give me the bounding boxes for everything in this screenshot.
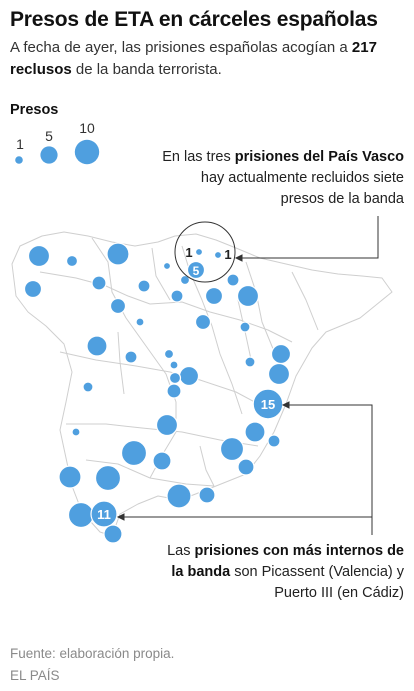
prison-bubble-a-coruna (27, 244, 51, 268)
prison-bubble-madrid-2 (169, 360, 179, 370)
prison-bubble-cuenca (244, 356, 256, 368)
map-subtitle: A fecha de ayer, las prisiones españolas… (10, 37, 404, 81)
prison-bubble-soria (204, 286, 224, 306)
prison-bubble-castellon (267, 362, 291, 386)
prison-bubble-ourense (91, 275, 107, 291)
max-prisons-annotation-pre: Las (167, 543, 191, 559)
max-prisons-annotation-bold: prisiones con más internos de la banda (171, 543, 404, 580)
prison-bubble-caceres-s (82, 381, 94, 393)
prison-bubble-burgos (179, 274, 191, 286)
prison-bubble-badajoz (71, 427, 81, 437)
legend-bubble-1 (15, 156, 23, 164)
legend-bubble-5 (40, 146, 58, 164)
picassent-label: 15 (261, 397, 275, 412)
prison-bubble-vasco-1b (213, 250, 223, 260)
legend-bubble-10 (74, 139, 100, 165)
prison-bubble-cantabria (162, 261, 172, 271)
prison-bubble-salamanca (135, 317, 145, 327)
prison-bubble-avila (124, 350, 138, 364)
subtitle-post: de la banda terrorista. (75, 61, 222, 78)
prison-bubble-jaen (152, 451, 172, 471)
prison-bubble-segovia (194, 313, 212, 331)
prison-bubble-murcia (237, 458, 255, 476)
prison-bubble-madrid-4 (168, 371, 182, 385)
prison-bubble-almeria (198, 486, 216, 504)
prison-bubble-puerto-iii (90, 500, 118, 528)
vasco-label-left: 1 (185, 245, 192, 260)
prison-bubble-zaragoza (239, 321, 251, 333)
prison-bubble-dueñas (170, 289, 184, 303)
prison-bubble-ciudad-real (155, 413, 179, 437)
pais-vasco-annotation-pre: En las tres (162, 149, 231, 165)
vasco-label-center: 5 (193, 264, 200, 278)
max-prisons-annotation-post: son Picassent (Valencia) y Puerto III (e… (234, 564, 404, 601)
prison-bubble-asturias (106, 242, 130, 266)
prison-bubble-pontevedra (23, 279, 43, 299)
prison-bubble-vasco-5 (186, 260, 206, 280)
prison-bubble-cordoba (120, 439, 148, 467)
prison-bubble-malaga (103, 524, 123, 544)
map-title: Presos de ETA en cárceles españolas (10, 8, 378, 31)
prison-bubble-alicante-2 (267, 434, 281, 448)
legend-label-1: 1 (16, 136, 24, 152)
prison-bubble-picassent (252, 388, 284, 420)
prison-bubble-sevilla (94, 464, 122, 492)
prison-bubble-vasco-1a (194, 247, 204, 257)
prison-bubble-granada (166, 483, 192, 509)
max-prisons-connector (116, 401, 373, 535)
prison-bubble-navarra (226, 273, 240, 287)
pais-vasco-annotation-post: hay actualmente recluidos siete presos d… (200, 170, 404, 207)
max-prisons-annotation: Las prisiones con más internos de la ban… (160, 541, 404, 604)
subtitle-total: 217 reclusos (10, 39, 377, 78)
source-note: Fuente: elaboración propia. (10, 646, 175, 661)
legend-title: Presos (10, 102, 59, 118)
publisher-credit: EL PAÍS (10, 668, 60, 683)
prison-bubble-lugo (65, 254, 79, 268)
pais-vasco-annotation-bold: prisiones del País Vasco (234, 149, 404, 165)
prison-bubbles (23, 242, 292, 544)
subtitle-pre: A fecha de ayer, las prisiones españolas… (10, 39, 348, 56)
prison-bubble-madrid-1 (163, 348, 175, 360)
legend-label-10: 10 (79, 120, 95, 136)
prison-bubble-huelva (58, 465, 82, 489)
legend-label-5: 5 (45, 128, 53, 144)
vasco-label-right: 1 (224, 247, 231, 262)
prison-bubble-madrid-3 (178, 365, 200, 387)
pais-vasco-highlight-ring (174, 221, 236, 283)
prison-bubble-zamora (109, 297, 127, 315)
prison-bubble-toledo (166, 383, 182, 399)
prison-bubble-huesca (236, 284, 260, 308)
legend-bubbles (15, 139, 100, 165)
pais-vasco-annotation: En las tres prisiones del País Vasco hay… (158, 147, 404, 210)
prison-bubble-tarragona (270, 343, 292, 365)
prison-bubble-algeciras (67, 501, 95, 529)
prison-bubble-caceres-n (86, 335, 108, 357)
prison-bubble-alicante-1 (244, 421, 266, 443)
pais-vasco-connector (234, 216, 379, 262)
puerto-label: 11 (97, 507, 111, 522)
prison-bubble-leon (137, 279, 151, 293)
prison-bubble-albacete (219, 436, 245, 462)
